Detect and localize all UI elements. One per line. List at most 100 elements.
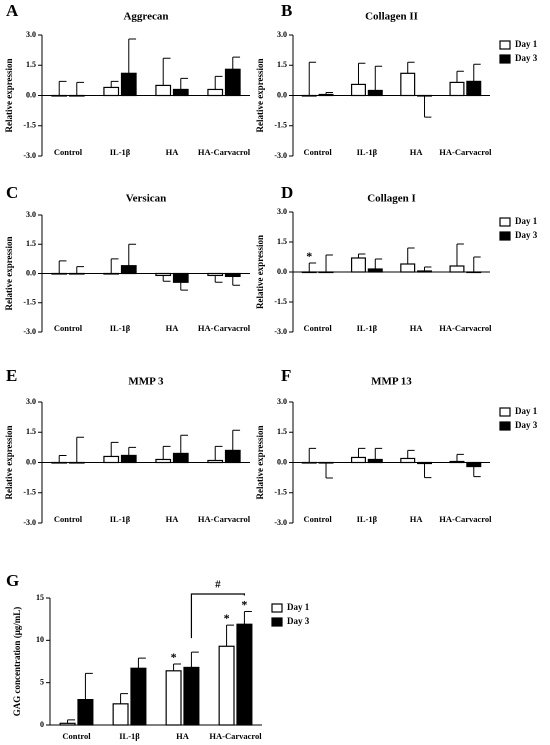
y-tick-label: 3.0 xyxy=(277,30,287,39)
panel-title: MMP 3 xyxy=(128,376,164,388)
error-bar xyxy=(308,447,317,463)
error-bar xyxy=(226,624,234,647)
panel-letter: G xyxy=(6,571,19,590)
y-tick-label: -3.0 xyxy=(23,151,36,160)
bar xyxy=(350,257,366,273)
error-bar xyxy=(325,462,333,479)
bar xyxy=(417,461,433,465)
y-axis-label: Relative expression xyxy=(255,235,265,309)
error-bar xyxy=(110,258,119,274)
legend-label: Day 1 xyxy=(515,216,538,226)
x-tick-label: Control xyxy=(304,323,333,333)
y-axis-label: Relative expression xyxy=(4,58,14,132)
x-tick-label: Control xyxy=(54,514,83,524)
bar xyxy=(68,272,85,275)
bar xyxy=(400,72,416,97)
y-tick-label: 3.0 xyxy=(26,30,36,39)
error-bar xyxy=(180,77,189,90)
y-tick-label: -1.5 xyxy=(23,121,36,130)
legend-label: Day 3 xyxy=(515,53,538,63)
bar xyxy=(77,698,94,726)
bracket xyxy=(190,593,246,639)
x-tick-label: HA-Carvacrol xyxy=(198,323,251,333)
y-axis-label: Relative expression xyxy=(255,58,265,132)
error-bar xyxy=(473,256,481,272)
error-bar xyxy=(308,262,317,272)
x-tick-label: HA xyxy=(176,731,190,741)
legend-label: Day 1 xyxy=(287,602,310,612)
error-bar xyxy=(58,454,67,463)
legend-label: Day 1 xyxy=(515,406,538,416)
bar xyxy=(367,89,383,97)
bar xyxy=(51,94,68,97)
error-bar xyxy=(357,253,366,258)
bar xyxy=(103,272,120,275)
bar xyxy=(172,452,189,464)
error-bar xyxy=(357,447,366,458)
significance-marker: * xyxy=(171,650,177,664)
bar xyxy=(120,454,137,464)
error-bar xyxy=(58,80,67,96)
bar xyxy=(172,272,189,283)
error-bar xyxy=(473,63,481,82)
y-tick-label: -3.0 xyxy=(274,518,287,527)
x-tick-label: HA-Carvacrol xyxy=(439,514,492,524)
legend-swatch xyxy=(499,40,511,50)
bar xyxy=(350,83,366,97)
bar xyxy=(120,72,137,97)
y-tick-label: 0.0 xyxy=(277,457,287,466)
error-bar xyxy=(67,719,75,724)
error-bar xyxy=(84,672,93,700)
bar xyxy=(59,722,76,726)
x-tick-label: HA xyxy=(410,147,424,157)
y-axis-label: Relative expression xyxy=(4,425,14,499)
error-bar xyxy=(374,65,383,91)
error-bar xyxy=(110,80,119,88)
panel-title: Collagen II xyxy=(365,11,418,23)
bar xyxy=(207,459,224,464)
panel-letter: F xyxy=(281,366,291,385)
legend-label: Day 1 xyxy=(515,39,538,49)
panel-title: Versican xyxy=(126,193,167,205)
error-bar xyxy=(162,445,171,460)
bar xyxy=(224,68,241,97)
y-axis-label: Relative expression xyxy=(4,236,14,310)
legend-label: Day 3 xyxy=(287,616,310,626)
x-tick-label: HA-Carvacrol xyxy=(439,147,492,157)
panel-title: Aggrecan xyxy=(123,11,168,23)
legend-swatch xyxy=(499,217,511,227)
bar xyxy=(449,81,465,97)
bar xyxy=(183,666,200,726)
y-tick-label: 15 xyxy=(36,593,44,602)
y-tick-label: 0.0 xyxy=(26,90,36,99)
error-bar xyxy=(357,62,366,85)
significance-marker: * xyxy=(224,611,230,625)
bar xyxy=(103,86,120,97)
error-bar xyxy=(180,434,189,454)
panel-title: Collagen I xyxy=(367,193,416,205)
x-tick-label: HA xyxy=(410,323,424,333)
x-tick-label: HA-Carvacrol xyxy=(198,147,251,157)
bar xyxy=(172,88,189,97)
error-bar xyxy=(308,61,317,96)
bar xyxy=(367,268,383,273)
y-tick-label: 5 xyxy=(40,677,44,686)
x-tick-label: Control xyxy=(62,731,91,741)
error-bar xyxy=(137,657,146,669)
y-tick-label: -3.0 xyxy=(274,327,287,336)
bar xyxy=(301,271,317,274)
bar xyxy=(112,703,129,726)
y-tick-label: -3.0 xyxy=(23,518,36,527)
error-bar xyxy=(325,91,333,95)
panel-letter: A xyxy=(6,1,19,20)
error-bar xyxy=(76,81,85,96)
error-bar xyxy=(243,611,252,625)
error-bar xyxy=(190,651,199,668)
x-tick-label: Control xyxy=(54,323,83,333)
y-tick-label: 10 xyxy=(36,635,44,644)
panel-letter: B xyxy=(281,1,292,20)
bar xyxy=(400,263,416,273)
legend-swatch xyxy=(499,421,511,431)
y-tick-label: 0.0 xyxy=(277,267,287,276)
x-tick-label: HA-Carvacrol xyxy=(439,323,492,333)
